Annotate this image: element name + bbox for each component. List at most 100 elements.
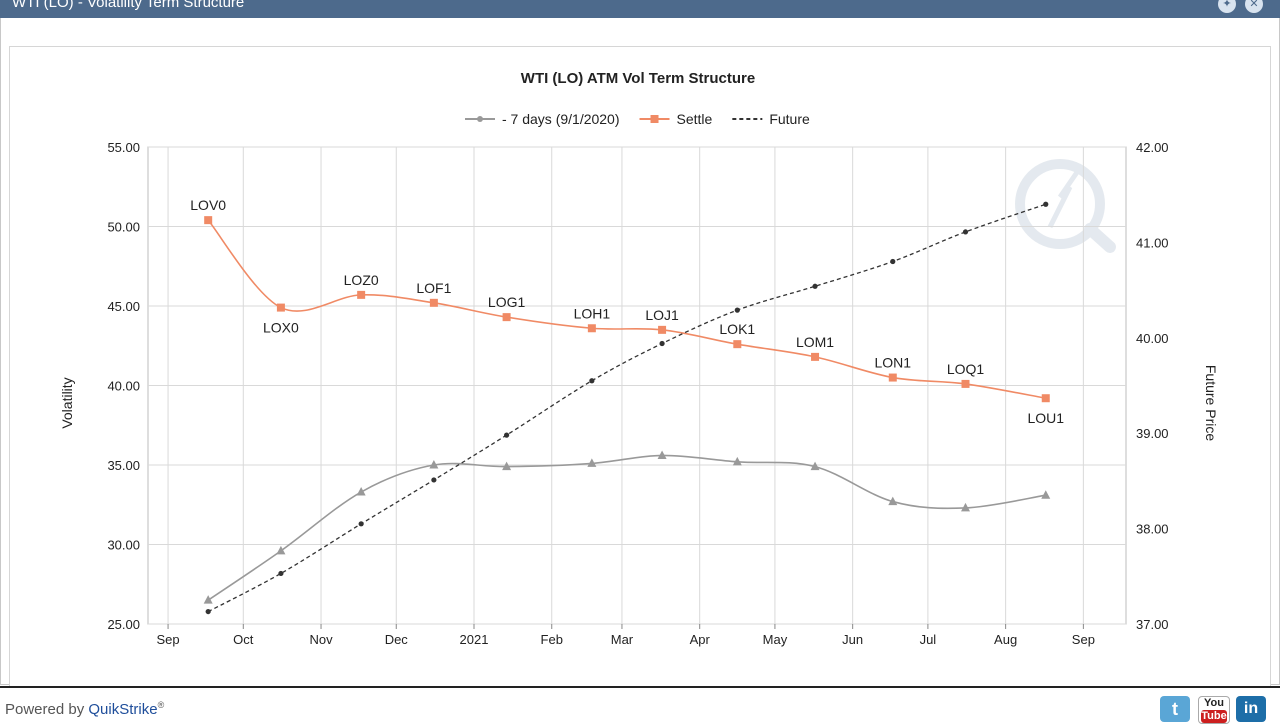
- settle-point: [811, 352, 820, 361]
- settle-point: [1041, 394, 1050, 403]
- powered-by-label: Powered by: [5, 701, 85, 718]
- y-tick-label: 40.00: [107, 379, 140, 394]
- quikstrike-link[interactable]: QuikStrike: [88, 701, 158, 718]
- x-tick-label: Apr: [690, 632, 711, 647]
- future-point: [431, 477, 437, 483]
- settle-point: [961, 379, 970, 388]
- future-point: [812, 283, 818, 289]
- seven-days-point: [888, 496, 898, 506]
- x-tick-label: Sep: [1072, 632, 1095, 647]
- seven-days-point: [276, 545, 286, 555]
- y-axis-label: Volatility: [59, 377, 75, 428]
- footer: Powered by QuikStrike® t You Tube in: [0, 686, 1280, 724]
- window-title: WTI (LO) - Volatility Term Structure: [12, 0, 245, 11]
- x-tick-label: Aug: [994, 632, 1017, 647]
- settle-legend-label: Settle: [677, 111, 713, 127]
- close-icon[interactable]: ✕: [1245, 0, 1263, 13]
- seven-days-point: [657, 450, 667, 459]
- x-tick-label: Mar: [611, 632, 634, 647]
- contract-label: LOG1: [488, 294, 526, 310]
- chart-panel: 25.00 30.00 35.00 40.00 45.00 50.00 55.00 37.00…: [0, 18, 1280, 698]
- contract-label: LOJ1: [645, 307, 679, 323]
- y2-tick-label: 39.00: [1136, 426, 1169, 441]
- seven-days-point: [1041, 490, 1051, 499]
- y2-tick-label: 40.00: [1136, 331, 1169, 346]
- contract-label: LOV0: [190, 197, 226, 213]
- chart-title: WTI (LO) ATM Vol Term Structure: [521, 70, 755, 87]
- legend: - 7 days (9/1/2020) Settle Future: [465, 111, 810, 127]
- y2-tick-label: 38.00: [1136, 522, 1169, 537]
- vol-term-structure-chart: 25.00 30.00 35.00 40.00 45.00 50.00 55.00 37.00…: [59, 70, 1219, 647]
- settle-point: [204, 216, 213, 225]
- y2-axis-label: Future Price: [1203, 365, 1219, 441]
- contract-label: LOM1: [796, 334, 834, 350]
- x-tick-label: Jul: [920, 632, 937, 647]
- y-tick-label: 35.00: [107, 458, 140, 473]
- settle-point: [357, 290, 366, 299]
- settle-point: [429, 298, 438, 307]
- y-tick-label: 25.00: [107, 617, 140, 632]
- x-tick-label: Sep: [156, 632, 179, 647]
- future-series-line: [207, 203, 1046, 613]
- seven-days-series-line: [207, 454, 1046, 601]
- future-legend-label: Future: [769, 111, 810, 127]
- contract-label: LON1: [874, 355, 911, 371]
- twitter-icon[interactable]: ✦: [1218, 0, 1236, 13]
- linkedin-icon[interactable]: in: [1236, 696, 1266, 722]
- future-point: [890, 258, 896, 265]
- future-point: [278, 570, 284, 577]
- y-tick-label: 50.00: [107, 220, 140, 235]
- x-tick-label: 2021: [460, 632, 489, 647]
- settle-point: [733, 340, 742, 349]
- title-bar: WTI (LO) - Volatility Term Structure ✦ ✕: [0, 0, 1280, 18]
- seven-days-point: [356, 487, 366, 496]
- x-tick-label: May: [763, 632, 788, 647]
- contract-label: LOZ0: [344, 272, 379, 288]
- future-point: [734, 307, 740, 313]
- x-tick-label: Jun: [842, 632, 863, 647]
- seven-days-point: [732, 456, 742, 466]
- twitter-share-icon[interactable]: t: [1160, 696, 1190, 722]
- y2-tick-label: 42.00: [1136, 140, 1169, 155]
- seven-days-point: [961, 502, 971, 512]
- settle-point: [587, 324, 596, 333]
- seven-days-legend-label: - 7 days (9/1/2020): [502, 111, 620, 127]
- point-labels: LOV0 LOX0 LOZ0 LOF1 LOG1 LOH1 LOJ1 LOK1 LOM1 LON1…: [190, 197, 1064, 426]
- future-point: [589, 378, 595, 384]
- quikstrike-watermark-logo: [1015, 159, 1116, 253]
- settle-point: [888, 373, 897, 382]
- y-tick-label: 55.00: [107, 140, 140, 155]
- y-tick-label: 45.00: [107, 299, 140, 314]
- seven-days-legend-marker: [477, 116, 483, 122]
- settle-point: [658, 325, 667, 334]
- axes: 25.00 30.00 35.00 40.00 45.00 50.00 55.00 37.00…: [107, 140, 1168, 647]
- contract-label: LOK1: [719, 321, 755, 337]
- seven-days-point: [203, 595, 213, 604]
- y-tick-label: 30.00: [107, 538, 140, 553]
- y2-tick-label: 37.00: [1136, 617, 1169, 632]
- seven-days-point: [587, 458, 597, 467]
- future-point: [205, 608, 211, 615]
- series: [203, 201, 1051, 615]
- contract-label: LOQ1: [947, 361, 985, 377]
- x-tick-label: Oct: [233, 632, 254, 647]
- grid: [147, 146, 1127, 625]
- x-tick-label: Feb: [541, 632, 563, 647]
- powered-by: Powered by QuikStrike®: [5, 700, 164, 718]
- settle-point: [276, 303, 285, 312]
- contract-label: LOU1: [1027, 410, 1064, 426]
- settle-legend-marker: [650, 115, 659, 123]
- x-tick-label: Dec: [385, 632, 409, 647]
- settle-series-line: [207, 219, 1046, 400]
- y2-tick-label: 41.00: [1136, 235, 1169, 250]
- future-point: [358, 521, 364, 527]
- seven-days-point: [429, 460, 439, 469]
- seven-days-point: [810, 461, 820, 471]
- chart-container: 25.00 30.00 35.00 40.00 45.00 50.00 55.00 37.00…: [9, 46, 1271, 698]
- future-point: [1043, 201, 1049, 207]
- future-point: [962, 229, 969, 235]
- contract-label: LOF1: [416, 280, 451, 296]
- registered-mark: ®: [157, 700, 165, 710]
- x-tick-label: Nov: [309, 632, 333, 647]
- contract-label: LOX0: [263, 320, 299, 336]
